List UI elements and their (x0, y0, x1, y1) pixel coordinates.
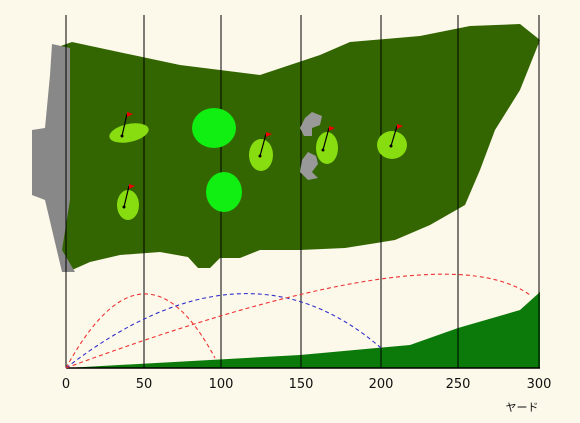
flag-pole (123, 185, 130, 208)
target-5[interactable] (377, 124, 407, 159)
target-green (117, 190, 139, 220)
tick-label-200: 200 (369, 377, 394, 392)
flag-pole (121, 113, 128, 137)
target-2[interactable] (117, 184, 139, 220)
flag-icon (397, 124, 403, 129)
trajectories (65, 273, 531, 369)
ground-profile (66, 292, 540, 368)
hole-icon (389, 144, 393, 148)
tee-platform (32, 44, 75, 272)
unit-label: ヤード (506, 401, 539, 414)
flag-icon (127, 112, 133, 117)
tick-label-100: 100 (209, 377, 234, 392)
trajectory-shot-a (65, 293, 216, 369)
round-green-2[interactable] (206, 172, 242, 212)
flag-icon (129, 184, 135, 189)
tick-label-150: 150 (289, 377, 314, 392)
trajectory-shot-b (65, 293, 382, 369)
tick-label-250: 250 (446, 377, 471, 392)
flag-icon (329, 126, 335, 131)
flag-icon (266, 132, 272, 137)
flag-pole (322, 127, 330, 151)
trajectory-shot-c (65, 273, 531, 369)
hole-icon (321, 148, 325, 152)
tick-label-50: 50 (136, 377, 153, 392)
target-4[interactable] (316, 126, 338, 164)
tick-label-0: 0 (62, 377, 70, 392)
target-3[interactable] (249, 132, 273, 171)
target-green (316, 132, 338, 164)
target-1[interactable] (108, 112, 151, 146)
bunker-upper (300, 112, 322, 136)
round-green-1[interactable] (192, 108, 236, 148)
flag-pole (259, 133, 267, 157)
hole-icon (258, 154, 262, 158)
flag-pole (390, 125, 398, 147)
x-axis-labels: 0 50 100 150 200 250 300 (62, 377, 552, 392)
yard-lines (65, 15, 540, 368)
bunker-lower (300, 152, 318, 180)
fairway-area (55, 24, 540, 270)
hole-icon (120, 134, 124, 138)
tick-label-300: 300 (527, 377, 552, 392)
hole-icon (122, 205, 126, 209)
target-green (109, 123, 149, 143)
